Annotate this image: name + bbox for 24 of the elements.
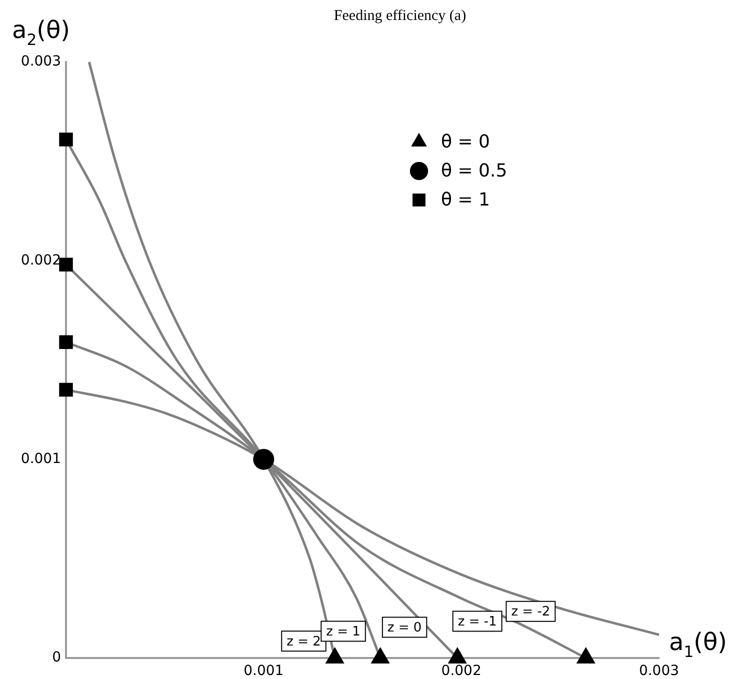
point bbox=[326, 648, 344, 664]
point bbox=[59, 335, 73, 349]
legend-label: θ = 0.5 bbox=[441, 160, 508, 182]
point bbox=[576, 648, 596, 664]
x-tick-label: 0.003 bbox=[638, 663, 680, 679]
y-tick-label: 0 bbox=[52, 650, 61, 666]
legend-label: θ = 0 bbox=[441, 132, 490, 153]
annotation: z = 1 bbox=[326, 624, 360, 640]
point bbox=[59, 382, 73, 397]
chart-title: Feeding efficiency (a) bbox=[334, 8, 466, 24]
annotation: z = 2 bbox=[286, 634, 321, 650]
point bbox=[59, 258, 73, 272]
point bbox=[59, 132, 73, 146]
point bbox=[371, 648, 390, 664]
annotation: z = -2 bbox=[511, 604, 550, 620]
annotation: z = -1 bbox=[458, 614, 497, 630]
y-tick-label: 0.001 bbox=[20, 450, 61, 467]
x-tick-label: 0.002 bbox=[441, 663, 482, 679]
y-tick-label: 0.003 bbox=[20, 54, 61, 70]
x-tick-label: 0.001 bbox=[244, 663, 284, 679]
point bbox=[253, 448, 274, 470]
point bbox=[448, 648, 467, 664]
annotation: z = 0 bbox=[387, 620, 422, 636]
legend-label: θ = 1 bbox=[441, 190, 490, 211]
